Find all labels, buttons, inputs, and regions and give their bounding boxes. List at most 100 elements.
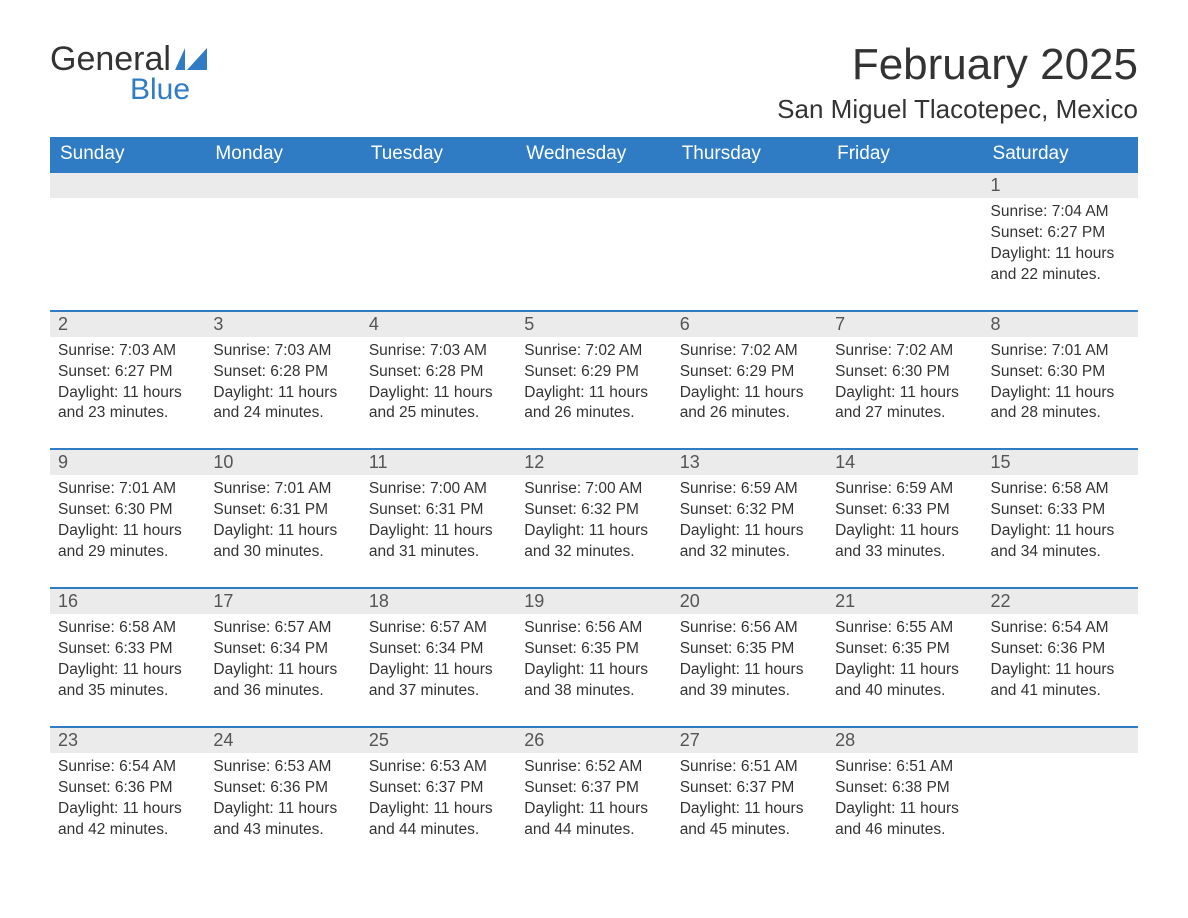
day-number-cell [516,172,671,198]
day-detail-cell [827,198,982,311]
day-d1: Daylight: 11 hours [524,660,663,681]
day-detail-cell: Sunrise: 7:04 AMSunset: 6:27 PMDaylight:… [983,198,1138,311]
day-sunrise: Sunrise: 6:54 AM [991,618,1130,639]
day-detail-cell: Sunrise: 7:01 AMSunset: 6:30 PMDaylight:… [983,337,1138,450]
day-number-cell [827,172,982,198]
day-number-cell: 2 [50,311,205,337]
day-number-cell: 10 [205,449,360,475]
day-detail-cell: Sunrise: 6:54 AMSunset: 6:36 PMDaylight:… [983,614,1138,727]
day-detail-cell [983,753,1138,865]
day-number: 26 [524,730,544,750]
day-sunrise: Sunrise: 6:54 AM [58,757,197,778]
day-sunset: Sunset: 6:29 PM [680,362,819,383]
day-number-cell: 12 [516,449,671,475]
day-d1: Daylight: 11 hours [524,521,663,542]
day-d1: Daylight: 11 hours [369,799,508,820]
day-d1: Daylight: 11 hours [835,660,974,681]
day-d2: and 37 minutes. [369,681,508,702]
day-d2: and 28 minutes. [991,403,1130,424]
day-d1: Daylight: 11 hours [680,660,819,681]
day-sunset: Sunset: 6:30 PM [991,362,1130,383]
day-number: 9 [58,452,68,472]
day-sunset: Sunset: 6:33 PM [58,639,197,660]
day-number: 23 [58,730,78,750]
day-d2: and 46 minutes. [835,820,974,841]
day-d2: and 44 minutes. [524,820,663,841]
day-d2: and 24 minutes. [213,403,352,424]
day-number: 20 [680,591,700,611]
day-number: 28 [835,730,855,750]
day-d2: and 42 minutes. [58,820,197,841]
day-number-cell: 5 [516,311,671,337]
day-sunset: Sunset: 6:35 PM [524,639,663,660]
day-number-cell: 7 [827,311,982,337]
day-sunrise: Sunrise: 7:00 AM [524,479,663,500]
day-sunrise: Sunrise: 7:02 AM [680,341,819,362]
day-d2: and 38 minutes. [524,681,663,702]
day-number-cell: 27 [672,727,827,753]
day-detail-cell: Sunrise: 7:03 AMSunset: 6:28 PMDaylight:… [205,337,360,450]
day-d1: Daylight: 11 hours [213,799,352,820]
week-daynum-row: 16171819202122 [50,588,1138,614]
calendar-table: Sunday Monday Tuesday Wednesday Thursday… [50,137,1138,864]
day-d2: and 41 minutes. [991,681,1130,702]
day-sunset: Sunset: 6:38 PM [835,778,974,799]
day-sunrise: Sunrise: 7:01 AM [58,479,197,500]
day-sunset: Sunset: 6:31 PM [369,500,508,521]
day-d2: and 34 minutes. [991,542,1130,563]
day-d1: Daylight: 11 hours [835,799,974,820]
day-number-cell: 25 [361,727,516,753]
day-number: 8 [991,314,1001,334]
day-number-cell: 28 [827,727,982,753]
day-sunset: Sunset: 6:33 PM [835,500,974,521]
day-detail-cell: Sunrise: 7:01 AMSunset: 6:31 PMDaylight:… [205,475,360,588]
day-sunset: Sunset: 6:37 PM [680,778,819,799]
day-d1: Daylight: 11 hours [991,660,1130,681]
day-sunset: Sunset: 6:35 PM [680,639,819,660]
day-number: 13 [680,452,700,472]
day-d1: Daylight: 11 hours [524,799,663,820]
day-detail-cell: Sunrise: 7:03 AMSunset: 6:27 PMDaylight:… [50,337,205,450]
day-sunrise: Sunrise: 6:58 AM [991,479,1130,500]
day-sunrise: Sunrise: 6:59 AM [835,479,974,500]
day-sunset: Sunset: 6:30 PM [58,500,197,521]
day-detail-cell: Sunrise: 7:02 AMSunset: 6:29 PMDaylight:… [672,337,827,450]
day-sunset: Sunset: 6:36 PM [991,639,1130,660]
logo: General Blue [50,40,207,107]
week-daynum-row: 2345678 [50,311,1138,337]
day-d2: and 26 minutes. [524,403,663,424]
day-d2: and 30 minutes. [213,542,352,563]
day-detail-cell: Sunrise: 6:59 AMSunset: 6:33 PMDaylight:… [827,475,982,588]
day-sunset: Sunset: 6:32 PM [680,500,819,521]
day-sunrise: Sunrise: 7:03 AM [213,341,352,362]
day-of-week-row: Sunday Monday Tuesday Wednesday Thursday… [50,137,1138,172]
day-sunrise: Sunrise: 6:51 AM [835,757,974,778]
day-sunset: Sunset: 6:37 PM [524,778,663,799]
day-d1: Daylight: 11 hours [369,660,508,681]
day-number: 27 [680,730,700,750]
week-detail-row: Sunrise: 7:01 AMSunset: 6:30 PMDaylight:… [50,475,1138,588]
day-number-cell [205,172,360,198]
day-detail-cell: Sunrise: 6:57 AMSunset: 6:34 PMDaylight:… [361,614,516,727]
day-sunrise: Sunrise: 6:52 AM [524,757,663,778]
day-sunset: Sunset: 6:34 PM [213,639,352,660]
dow-tuesday: Tuesday [361,137,516,172]
day-d1: Daylight: 11 hours [213,660,352,681]
day-sunset: Sunset: 6:27 PM [991,223,1130,244]
day-detail-cell: Sunrise: 6:56 AMSunset: 6:35 PMDaylight:… [672,614,827,727]
day-number-cell [361,172,516,198]
day-detail-cell: Sunrise: 6:59 AMSunset: 6:32 PMDaylight:… [672,475,827,588]
day-d2: and 31 minutes. [369,542,508,563]
dow-thursday: Thursday [672,137,827,172]
day-d1: Daylight: 11 hours [369,383,508,404]
calendar-body: 1Sunrise: 7:04 AMSunset: 6:27 PMDaylight… [50,172,1138,864]
day-d1: Daylight: 11 hours [213,383,352,404]
day-d1: Daylight: 11 hours [213,521,352,542]
day-d2: and 39 minutes. [680,681,819,702]
day-sunset: Sunset: 6:33 PM [991,500,1130,521]
day-d2: and 23 minutes. [58,403,197,424]
day-d1: Daylight: 11 hours [58,521,197,542]
day-detail-cell: Sunrise: 6:55 AMSunset: 6:35 PMDaylight:… [827,614,982,727]
day-sunrise: Sunrise: 7:02 AM [524,341,663,362]
day-sunrise: Sunrise: 7:00 AM [369,479,508,500]
